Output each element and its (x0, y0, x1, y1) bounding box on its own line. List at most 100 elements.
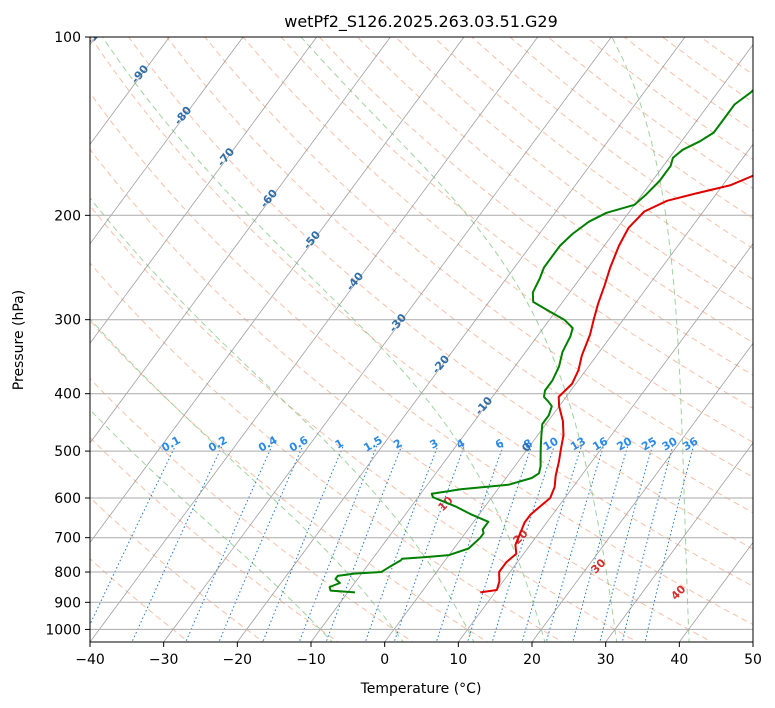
mixing-ratio-line (572, 445, 629, 642)
x-tick-label: 40 (670, 652, 688, 668)
x-tick-label: 10 (449, 652, 467, 668)
dry-adiabat (90, 262, 564, 642)
mixing-ratio-label: 6 (493, 436, 506, 451)
mixing-ratio-line (325, 445, 403, 642)
temperature-line (480, 174, 753, 594)
isotherm (90, 37, 391, 444)
x-tick-label: −20 (223, 652, 253, 668)
moist-adiabat (90, 197, 475, 642)
isotherm (457, 243, 753, 642)
dry-adiabat (90, 91, 753, 626)
mixing-ratio-line (393, 445, 465, 642)
dry-adiabat (128, 37, 753, 550)
moist-adiabat (300, 37, 618, 642)
mixing-ratio-label: 4 (454, 436, 467, 451)
mixing-ratio-label: 1 (333, 437, 346, 452)
y-tick-label: 200 (54, 208, 81, 224)
isotherm (605, 442, 753, 642)
moist-adiabat-label: 10 (436, 494, 456, 514)
dewpoint-line (328, 88, 753, 594)
isotherm (90, 37, 318, 345)
mixing-ratio-line (621, 445, 674, 642)
mixing-ratio-line (644, 445, 695, 642)
dry-adiabat (433, 37, 753, 280)
y-tick-label: 600 (54, 491, 81, 507)
x-tick-label: −30 (149, 652, 179, 668)
dry-adiabat (242, 37, 753, 443)
mixing-ratio-label: 3 (427, 437, 440, 452)
mixing-ratio-line (491, 445, 555, 642)
mixing-ratio-label: 2 (391, 437, 404, 452)
y-tick-label: 400 (54, 387, 81, 403)
isotherm (531, 342, 753, 642)
isotherm (752, 641, 753, 642)
x-tick-label: −40 (75, 652, 105, 668)
dry-adiabat (280, 37, 753, 409)
dry-adiabat (90, 148, 713, 642)
isotherm (236, 37, 686, 642)
mixing-ratio-line (521, 445, 582, 642)
moist-adiabat (611, 37, 690, 642)
moist-adiabat-label: 40 (668, 582, 688, 602)
mixing-ratio-line (466, 445, 533, 642)
dry-adiabat (90, 319, 489, 642)
moist-adiabat (762, 37, 775, 644)
x-tick-label: −10 (296, 652, 326, 668)
profile-series (328, 88, 753, 594)
dry-adiabat (662, 37, 753, 104)
y-axis-label: Pressure (hPa) (11, 290, 27, 390)
dry-adiabat (90, 205, 639, 642)
dry-adiabat (318, 37, 753, 376)
moist-adiabat (90, 409, 333, 642)
dry-adiabat (90, 37, 753, 587)
y-tick-label: 300 (54, 313, 81, 329)
x-tick-label: 30 (597, 652, 615, 668)
mixing-ratio-line (364, 445, 439, 642)
mixing-ratio-line (298, 445, 378, 642)
dry-adiabat (395, 37, 753, 312)
isotherm (163, 37, 612, 642)
dry-adiabat (204, 37, 753, 478)
dry-adiabat (357, 37, 753, 344)
y-tick-label: 500 (54, 444, 81, 460)
moist-adiabat (101, 37, 546, 642)
isotherm (90, 37, 244, 245)
dry-adiabat (90, 436, 340, 642)
plot-frame (89, 36, 754, 643)
dry-adiabat (585, 37, 753, 160)
line-labels: 0.1 0.2 0.4 0.6 1 1.5 2 3 4 6 8 10 13 16 20 25 30 36-100-… (90, 37, 701, 603)
y-tick-label: 900 (54, 595, 81, 611)
dry-adiabat (623, 37, 753, 132)
mixing-ratio-line (131, 445, 223, 642)
isotherm (90, 37, 539, 642)
isotherm (310, 44, 753, 642)
dry-adiabat (471, 37, 753, 250)
x-axis-label: Temperature (°C) (360, 681, 482, 697)
mixing-ratio-line (185, 445, 273, 642)
mixing-ratio-line (435, 445, 504, 642)
x-tick-label: 0 (380, 652, 389, 668)
dry-adiabat (547, 37, 753, 190)
dry-adiabat (90, 558, 190, 642)
y-tick-label: 800 (54, 565, 81, 581)
mixing-ratio-line (90, 445, 176, 626)
moist-adiabat (90, 318, 404, 642)
y-tick-label: 1000 (45, 622, 81, 638)
chart-title: wetPf2_S126.2025.263.03.51.G29 (284, 12, 558, 32)
x-tick-label: 50 (744, 652, 762, 668)
y-tick-label: 700 (54, 531, 81, 547)
mixing-ratio-line (599, 445, 653, 642)
dry-adiabat (90, 496, 265, 642)
dry-adiabat (166, 37, 753, 514)
background-lines (90, 37, 775, 644)
isotherm (90, 37, 465, 544)
mixing-ratio-line (545, 445, 605, 642)
mixing-ratio-line (262, 445, 344, 642)
dry-adiabat (700, 37, 753, 76)
x-axis: −40 −30 −20 −10 0 10 20 30 40 50 (75, 642, 762, 668)
isotherm (90, 37, 170, 145)
isotherm (384, 143, 753, 642)
y-tick-label: 100 (54, 30, 81, 46)
mixing-ratio-line (218, 445, 304, 642)
